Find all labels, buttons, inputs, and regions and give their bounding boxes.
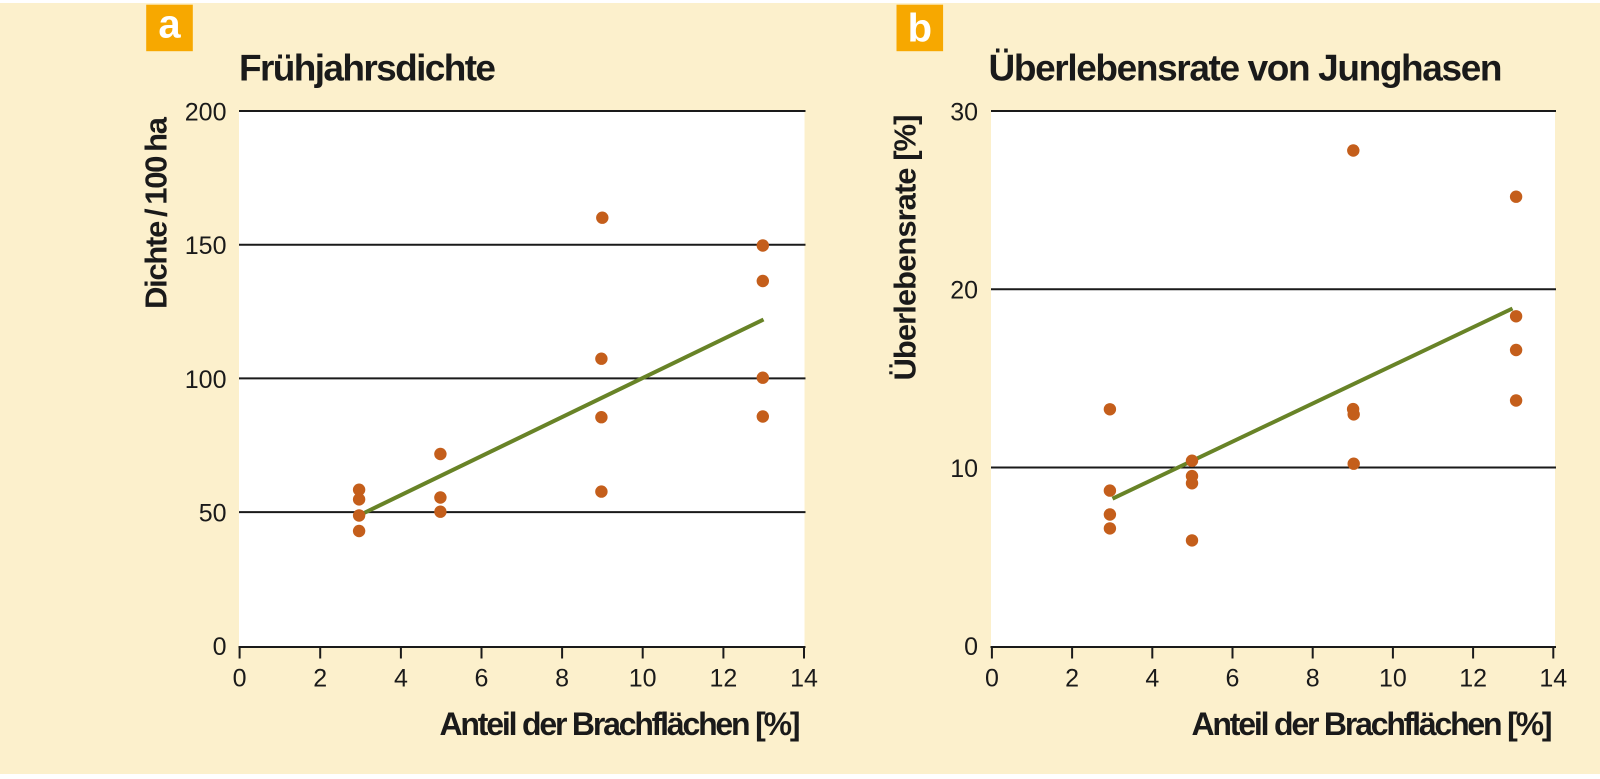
svg-text:Anteil der Brachflächen [%]: Anteil der Brachflächen [%] xyxy=(440,706,801,742)
svg-text:Überlebensrate [%]: Überlebensrate [%] xyxy=(888,115,923,381)
svg-text:10: 10 xyxy=(950,455,978,483)
svg-text:12: 12 xyxy=(709,665,737,693)
svg-text:8: 8 xyxy=(1306,665,1320,693)
svg-text:0: 0 xyxy=(233,665,247,693)
svg-text:Dichte / 100 ha: Dichte / 100 ha xyxy=(139,116,174,309)
svg-text:30: 30 xyxy=(950,98,978,126)
svg-text:6: 6 xyxy=(475,665,489,693)
svg-text:4: 4 xyxy=(394,665,408,693)
svg-text:12: 12 xyxy=(1459,665,1487,693)
svg-text:Anteil der Brachflächen [%]: Anteil der Brachflächen [%] xyxy=(1192,706,1553,742)
svg-text:Frühjahrsdichte: Frühjahrsdichte xyxy=(239,48,496,89)
svg-text:200: 200 xyxy=(185,98,227,126)
svg-text:100: 100 xyxy=(185,366,227,394)
svg-text:0: 0 xyxy=(964,633,978,661)
svg-text:14: 14 xyxy=(1539,665,1567,693)
svg-text:10: 10 xyxy=(629,665,657,693)
svg-text:0: 0 xyxy=(985,665,999,693)
svg-text:10: 10 xyxy=(1379,665,1407,693)
svg-text:8: 8 xyxy=(555,665,569,693)
svg-text:20: 20 xyxy=(950,277,978,305)
svg-text:a: a xyxy=(158,3,181,47)
svg-text:0: 0 xyxy=(213,633,227,661)
svg-text:Überlebensrate von Junghasen: Überlebensrate von Junghasen xyxy=(989,48,1503,89)
svg-text:4: 4 xyxy=(1145,665,1159,693)
svg-text:2: 2 xyxy=(1065,665,1079,693)
svg-text:2: 2 xyxy=(313,665,327,693)
svg-text:b: b xyxy=(908,7,932,51)
svg-text:6: 6 xyxy=(1226,665,1240,693)
svg-text:50: 50 xyxy=(199,500,227,528)
svg-text:150: 150 xyxy=(185,232,227,260)
svg-text:14: 14 xyxy=(790,665,818,693)
